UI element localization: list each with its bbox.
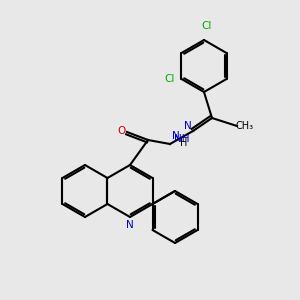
Text: N: N xyxy=(184,121,192,131)
Text: H: H xyxy=(180,138,188,148)
Text: CH₃: CH₃ xyxy=(236,121,254,131)
Text: O: O xyxy=(117,126,125,136)
Text: Cl: Cl xyxy=(202,21,212,31)
Text: N: N xyxy=(126,220,134,230)
Text: Cl: Cl xyxy=(164,74,175,84)
Text: N: N xyxy=(172,131,180,141)
Text: NH: NH xyxy=(174,134,189,145)
